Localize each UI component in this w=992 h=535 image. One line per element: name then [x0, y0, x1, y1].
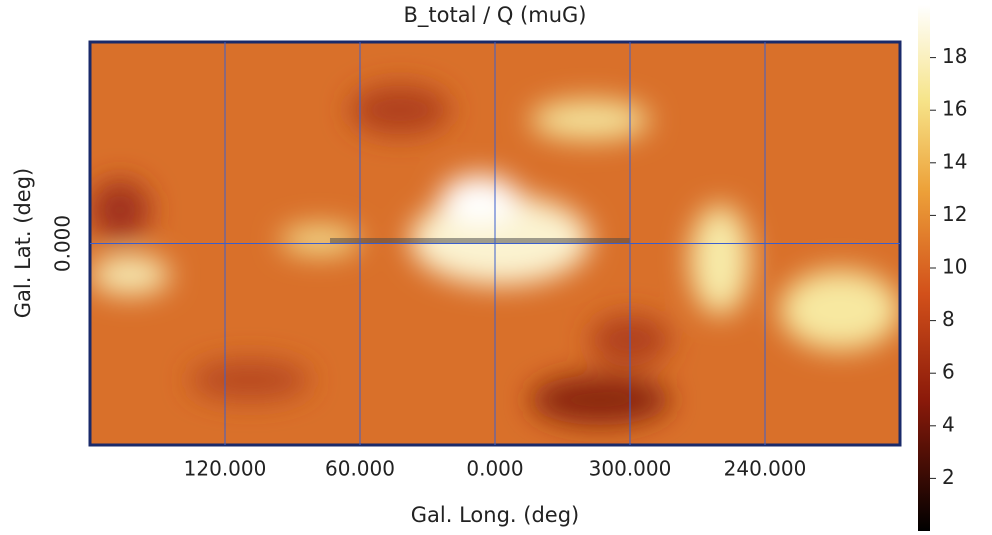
colorbar-tick-label: 16: [942, 97, 967, 121]
x-tick-label: 240.000: [724, 457, 807, 481]
x-tick-label: 120.000: [184, 457, 267, 481]
colorbar-tick-label: 10: [942, 255, 967, 279]
colorbar-tick-label: 6: [942, 360, 955, 384]
colorbar-tick-label: 18: [942, 44, 967, 68]
colorbar-tick-label: 12: [942, 202, 967, 226]
y-tick-label: 0.000: [51, 215, 75, 272]
colorbar-tick-label: 4: [942, 412, 955, 436]
colorbar-tick-label: 2: [942, 465, 955, 489]
chart-title: B_total / Q (muG): [404, 3, 587, 28]
x-tick-label: 60.000: [325, 457, 395, 481]
x-tick-label: 300.000: [589, 457, 672, 481]
x-tick-label: 0.000: [466, 457, 523, 481]
y-axis-label: Gal. Lat. (deg): [11, 168, 35, 318]
colorbar-tick-label: 8: [942, 307, 955, 331]
colorbar-tick-label: 14: [942, 149, 967, 173]
x-axis-label: Gal. Long. (deg): [411, 503, 579, 527]
colorbar: [918, 5, 930, 531]
